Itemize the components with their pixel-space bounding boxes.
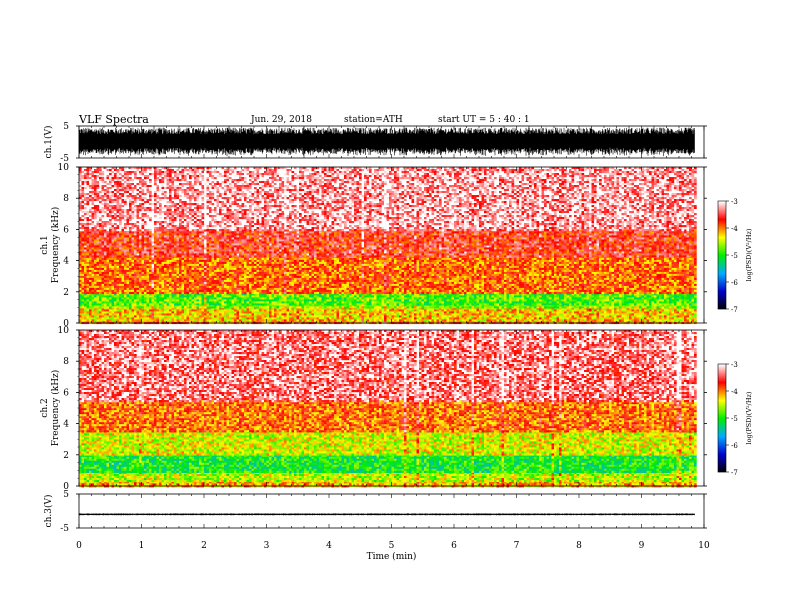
ch2-spectrogram-ytick-label-1: 2 — [63, 451, 69, 461]
ch1-waveform-trace — [78, 127, 695, 157]
ch2-spectrogram-ytick-label-0: 0 — [63, 482, 69, 492]
ch3-waveform-frame — [78, 493, 705, 529]
x-tick-label-6: 6 — [451, 541, 457, 551]
ch1-colorbar-tick-label-1: -4 — [731, 225, 738, 233]
x-tick-label-5: 5 — [389, 541, 395, 551]
ch1-spectrogram-ytick-label-2: 4 — [63, 257, 69, 267]
x-tick-label-4: 4 — [326, 541, 332, 551]
ch1-waveform-ylabel: ch.1(V) — [43, 126, 54, 159]
ch2-spectrogram-ytick-label-2: 4 — [63, 420, 69, 430]
ch2-colorbar-gradient — [718, 364, 726, 473]
ch1-colorbar-tick-label-4: -7 — [731, 306, 738, 314]
ch1-spectrogram-channel-label: ch.1 — [40, 235, 50, 254]
ch2-spectrogram-ytick-label-3: 6 — [63, 388, 69, 398]
ch2-colorbar-tick-label-3: -6 — [731, 442, 738, 450]
ch1-spectrogram-ytick-label-5: 10 — [58, 163, 70, 173]
x-tick-label-9: 9 — [639, 541, 645, 551]
x-tick-label-10: 10 — [698, 541, 710, 551]
ch3-waveform-ytick-label-0: 5 — [63, 490, 69, 500]
ch1-spectrogram-ytick-label-1: 2 — [63, 288, 69, 298]
start-time-label: start UT = 5 : 40 : 1 — [438, 115, 530, 125]
ch2-spectrogram-heatmap-cells — [79, 330, 697, 488]
ch3-waveform-trace — [78, 513, 695, 516]
ch1-spectrogram-heatmap-cells — [79, 167, 697, 325]
date-label: Jun. 29, 2018 — [251, 115, 312, 125]
ch1-colorbar-gradient — [718, 201, 726, 310]
ch1-spectrogram-ylabel: Frequency (kHz) — [50, 207, 61, 284]
ch2-spectrogram-channel-label: ch.2 — [40, 398, 50, 417]
ch2-colorbar-label: log(PSD)(V²/Hz) — [745, 391, 753, 444]
ch1-waveform-ytick-label-0: 5 — [63, 122, 69, 132]
ch2-spectrogram-ylabel: Frequency (kHz) — [50, 370, 61, 447]
ch1-colorbar-tick-label-2: -5 — [731, 252, 738, 260]
x-tick-label-0: 0 — [76, 541, 82, 551]
x-tick-label-2: 2 — [201, 541, 207, 551]
x-tick-label-3: 3 — [264, 541, 270, 551]
ch2-colorbar-tick-label-4: -7 — [731, 469, 738, 477]
ch3-waveform-ytick-label-1: -5 — [60, 524, 69, 534]
station-label: station=ATH — [344, 115, 403, 125]
figure-title: VLF Spectra — [79, 113, 149, 126]
x-tick-label-8: 8 — [576, 541, 582, 551]
x-axis-label: Time (min) — [367, 551, 417, 562]
ch1-colorbar-tick-label-3: -6 — [731, 279, 738, 287]
ch2-spectrogram-ytick-label-4: 8 — [63, 357, 69, 367]
ch2-spectrogram-ytick-label-5: 10 — [58, 326, 70, 336]
ch1-spectrogram-ytick-label-4: 8 — [63, 194, 69, 204]
ch1-spectrogram-ytick-label-3: 6 — [63, 225, 69, 235]
ch3-waveform-ylabel: ch.3(V) — [43, 495, 54, 528]
ch2-colorbar-tick-label-2: -5 — [731, 415, 738, 423]
ch2-colorbar-tick-label-1: -4 — [731, 388, 738, 396]
ch1-spectrogram-ytick-label-0: 0 — [63, 319, 69, 329]
ch1-colorbar-label: log(PSD)(V²/Hz) — [745, 228, 753, 281]
x-tick-label-1: 1 — [139, 541, 145, 551]
ch1-colorbar-tick-label-0: -3 — [731, 198, 738, 206]
ch1-waveform-ytick-label-1: -5 — [60, 154, 69, 164]
x-tick-label-7: 7 — [514, 541, 520, 551]
ch2-colorbar-tick-label-0: -3 — [731, 361, 738, 369]
